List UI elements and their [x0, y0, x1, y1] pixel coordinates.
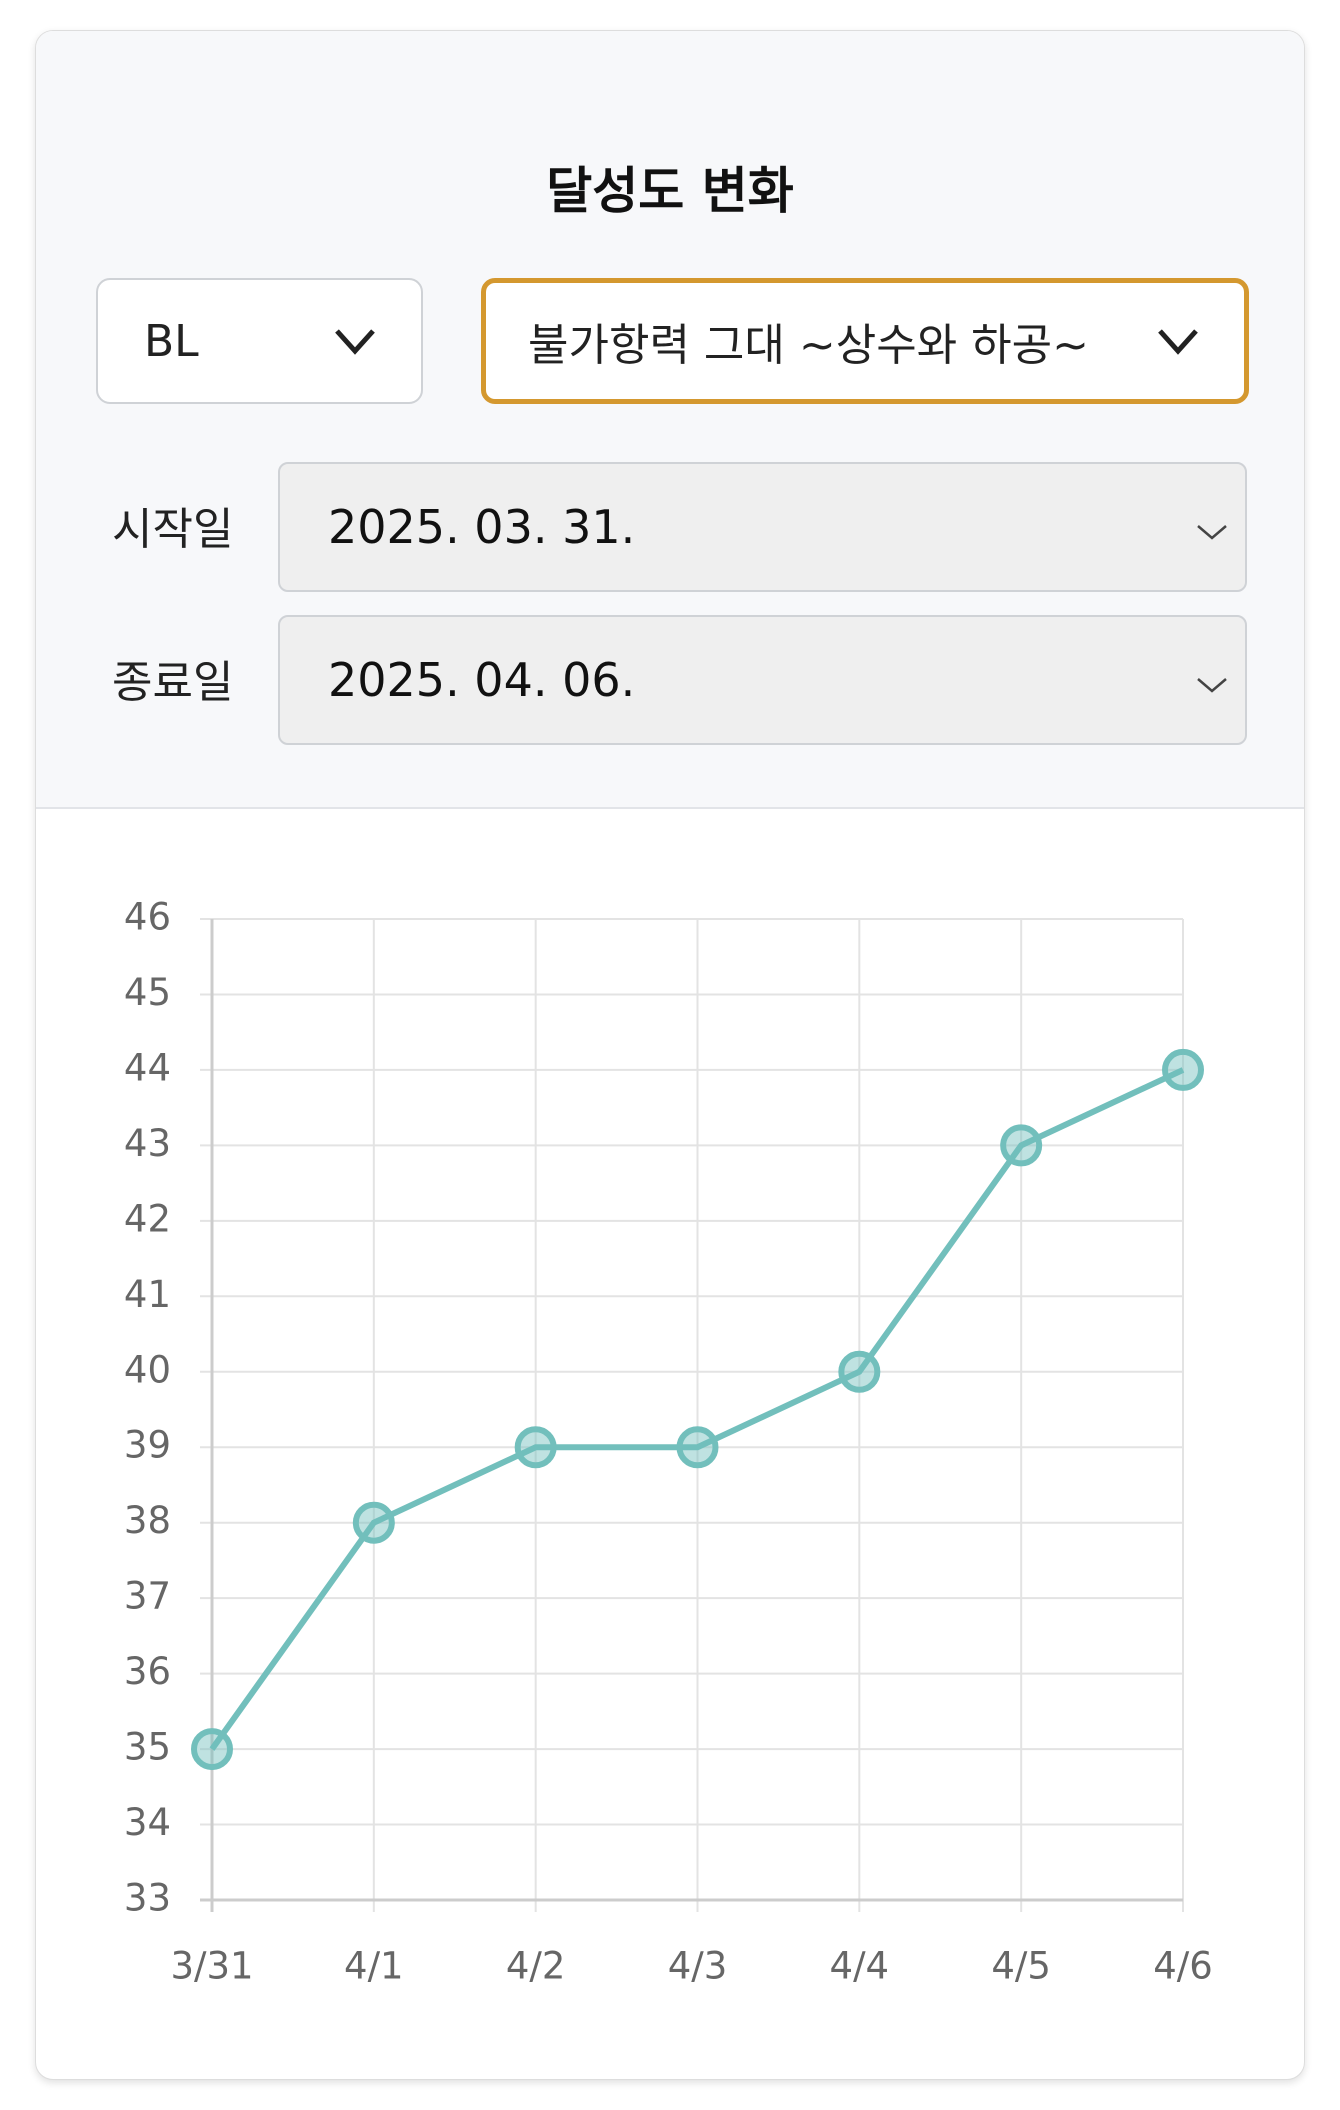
chevron — [1158, 329, 1198, 355]
start-value: 2025. 03. 31. — [328, 500, 636, 554]
start-label: 시작일 — [112, 504, 234, 555]
chevron — [1197, 525, 1227, 540]
chevron — [335, 329, 375, 355]
y-tick-label: 35 — [124, 1726, 171, 1769]
end-value: 2025. 04. 06. — [328, 653, 636, 707]
chevron — [1197, 678, 1227, 693]
y-tick-label: 34 — [124, 1801, 171, 1844]
x-tick-label: 4/3 — [668, 1945, 728, 1988]
y-tick-label: 39 — [124, 1424, 171, 1467]
data-point — [1162, 1048, 1204, 1091]
y-tick-label: 45 — [124, 971, 171, 1014]
card: 달성도 변화 BL 불가항력 그대 ~상수와 하공~ 시작일 2025. 03.… — [35, 30, 1305, 2080]
genre-value: BL — [144, 315, 199, 367]
y-tick-label: 42 — [124, 1197, 171, 1240]
y-tick-label: 44 — [124, 1046, 171, 1089]
y-tick-label: 40 — [124, 1348, 171, 1391]
work-value: 불가항력 그대 ~상수와 하공~ — [528, 320, 1089, 371]
genre-select[interactable]: BL — [96, 278, 423, 404]
x-tick-label: 4/4 — [830, 1945, 890, 1988]
title: 달성도 변화 — [546, 162, 794, 220]
data-point — [514, 1426, 557, 1469]
data-point — [352, 1501, 395, 1544]
end-date[interactable]: 2025. 04. 06. — [278, 615, 1247, 745]
y-tick-label: 36 — [124, 1650, 171, 1693]
data-point — [191, 1728, 233, 1771]
y-tick-label: 46 — [124, 896, 171, 939]
data-point — [1000, 1124, 1043, 1167]
y-tick-label: 41 — [124, 1273, 171, 1316]
y-tick-label: 38 — [124, 1499, 171, 1542]
x-tick-label: 4/2 — [506, 1945, 566, 1988]
x-tick-label: 4/1 — [344, 1945, 404, 1988]
x-tick-label: 3/31 — [170, 1945, 253, 1988]
data-point — [676, 1426, 719, 1469]
data-point — [838, 1350, 881, 1393]
x-tick-label: 4/5 — [991, 1945, 1051, 1988]
x-tick-label: 4/6 — [1153, 1945, 1213, 1988]
work-select[interactable]: 불가항력 그대 ~상수와 하공~ — [481, 278, 1249, 404]
end-label: 종료일 — [112, 657, 234, 708]
y-tick-label: 37 — [124, 1575, 171, 1618]
y-tick-label: 33 — [124, 1877, 171, 1920]
start-date[interactable]: 2025. 03. 31. — [278, 462, 1247, 592]
y-tick-label: 43 — [124, 1122, 171, 1165]
data-line — [209, 1067, 1185, 1751]
controls-panel: 달성도 변화 BL 불가항력 그대 ~상수와 하공~ 시작일 2025. 03.… — [36, 31, 1304, 809]
